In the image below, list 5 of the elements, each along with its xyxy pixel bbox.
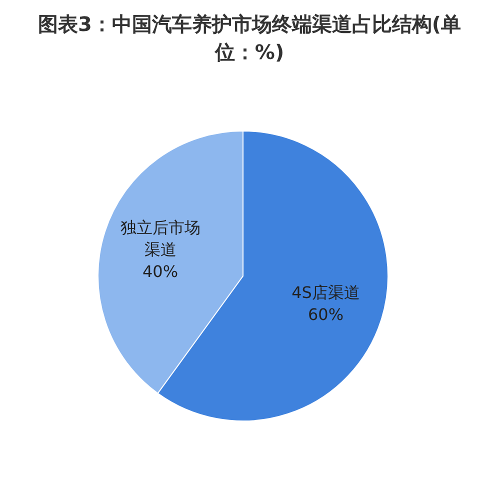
data-label: 60% — [308, 304, 344, 324]
chart-title: 图表3：中国汽车养护市场终端渠道占比结构(单位：%) — [36, 11, 462, 66]
slice-label: 独立后市场渠道 — [120, 218, 200, 259]
data-label: 40% — [142, 262, 178, 281]
slice-label: 4S店渠道 — [292, 282, 360, 302]
